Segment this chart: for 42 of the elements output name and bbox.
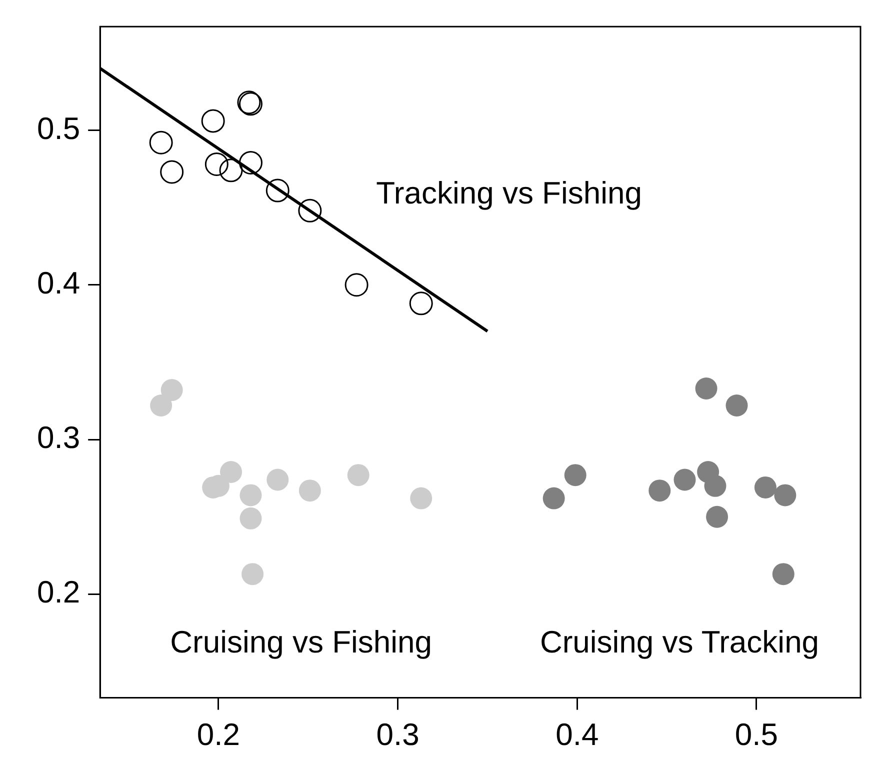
x-tick-label: 0.4	[556, 716, 599, 752]
y-tick-label: 0.3	[36, 420, 80, 456]
y-tick-label: 0.2	[36, 574, 80, 610]
point	[238, 150, 262, 174]
point	[220, 461, 242, 484]
point	[648, 480, 671, 502]
point	[204, 152, 228, 176]
point	[564, 464, 586, 486]
text: Cruising vs Fishing	[170, 624, 432, 660]
point	[344, 273, 368, 297]
point	[219, 158, 243, 182]
point	[160, 379, 183, 402]
point	[726, 394, 748, 417]
point	[706, 506, 728, 528]
point	[542, 487, 565, 510]
point	[298, 480, 321, 502]
x-tick-label: 0.2	[196, 716, 240, 752]
point	[347, 464, 370, 486]
point	[240, 507, 262, 530]
point	[201, 109, 225, 133]
point	[754, 476, 776, 498]
point	[150, 394, 172, 417]
x-tick-label: 0.3	[376, 716, 420, 752]
point	[266, 468, 289, 491]
series-label: Tracking vs Fishing	[376, 175, 642, 210]
point	[240, 484, 262, 506]
point	[774, 484, 796, 506]
point	[410, 487, 432, 510]
point	[266, 178, 290, 202]
point	[149, 130, 173, 154]
y-tick-label: 0.4	[36, 265, 80, 300]
point	[772, 563, 794, 586]
point	[674, 468, 696, 491]
point	[160, 160, 184, 184]
series-label: Cruising vs Tracking	[540, 624, 820, 660]
point	[242, 563, 264, 586]
point	[409, 292, 433, 316]
point	[704, 474, 726, 497]
point	[695, 377, 718, 400]
y-tick-label: 0.5	[36, 110, 80, 146]
x-tick-label: 0.5	[734, 716, 778, 752]
point	[298, 198, 322, 222]
